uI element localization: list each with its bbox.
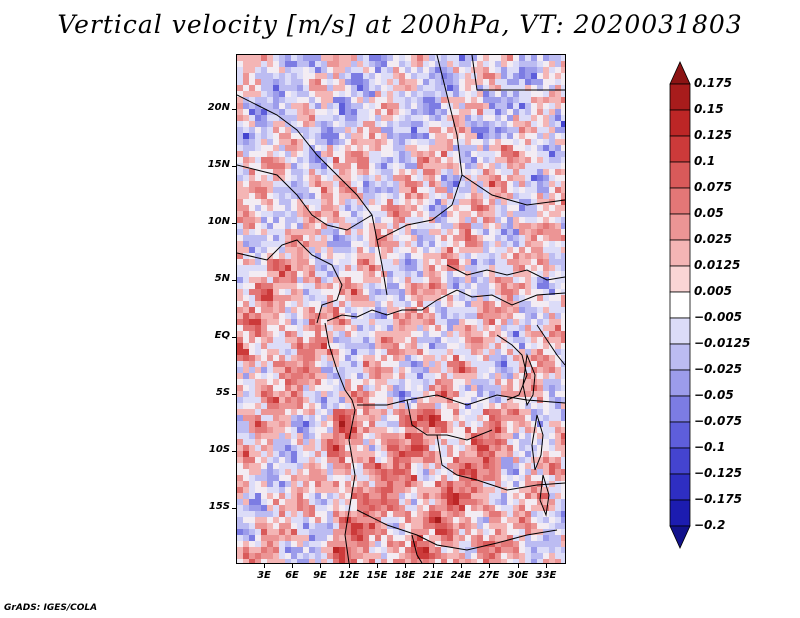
chart-title: Vertical velocity [m/s] at 200hPa, VT: 2… xyxy=(57,10,743,39)
colorbar-segment xyxy=(669,499,691,527)
country-border xyxy=(237,239,343,324)
lat-tick xyxy=(232,394,236,395)
lon-tick xyxy=(433,564,434,568)
colorbar-label: −0.05 xyxy=(694,388,734,402)
lake-outline xyxy=(522,353,536,407)
country-border xyxy=(536,324,565,366)
country-border xyxy=(471,55,565,91)
lat-tick-label: 20N xyxy=(207,102,230,113)
colorbar-label: 0.05 xyxy=(694,206,724,220)
colorbar-segment xyxy=(669,239,691,267)
lon-tick-label: 3E xyxy=(257,570,271,581)
lat-tick xyxy=(232,508,236,509)
lake-outline xyxy=(531,414,544,471)
lon-tick-label: 15E xyxy=(366,570,388,581)
lat-tick xyxy=(232,109,236,110)
colorbar-label: −0.1 xyxy=(694,440,726,454)
lon-tick xyxy=(349,564,350,568)
colorbar-label: 0.075 xyxy=(694,180,732,194)
colorbar-label: −0.075 xyxy=(694,414,743,428)
colorbar-label: 0.175 xyxy=(694,76,732,90)
country-border xyxy=(436,434,565,491)
colorbar-segment xyxy=(669,447,691,475)
lon-tick xyxy=(546,564,547,568)
colorbar-label: −0.005 xyxy=(694,310,743,324)
colorbar-label: 0.125 xyxy=(694,128,732,142)
country-border xyxy=(344,409,356,563)
colorbar-label: 0.1 xyxy=(694,154,716,168)
lon-tick-label: 24E xyxy=(450,570,472,581)
colorbar-label: −0.175 xyxy=(694,492,743,506)
lon-tick xyxy=(264,564,265,568)
lon-tick-label: 27E xyxy=(478,570,500,581)
lat-tick-label: 10N xyxy=(207,216,230,227)
country-border xyxy=(237,164,373,231)
lat-tick xyxy=(232,223,236,224)
country-border xyxy=(237,94,388,296)
lon-tick xyxy=(377,564,378,568)
lon-tick xyxy=(292,564,293,568)
colorbar-segment xyxy=(669,525,691,549)
lat-tick xyxy=(232,280,236,281)
lon-tick xyxy=(518,564,519,568)
colorbar-segment xyxy=(669,291,691,319)
lon-tick xyxy=(461,564,462,568)
lat-tick-label: 15S xyxy=(208,501,230,512)
colorbar-segment xyxy=(669,187,691,215)
lon-tick-label: 30E xyxy=(507,570,529,581)
map-panel xyxy=(236,54,566,564)
lon-tick-label: 12E xyxy=(338,570,360,581)
country-border xyxy=(411,534,423,563)
country-border xyxy=(326,289,565,322)
lat-tick-label: 5S xyxy=(215,387,230,398)
colorbar-segment xyxy=(669,61,691,85)
country-border xyxy=(446,264,565,281)
colorbar-label: 0.025 xyxy=(694,232,732,246)
grads-credit: GrADS: IGES/COLA xyxy=(4,603,98,613)
lake-outline xyxy=(539,474,550,517)
lon-tick-label: 6E xyxy=(285,570,299,581)
colorbar-label: −0.0125 xyxy=(694,336,751,350)
lat-tick-label: 10S xyxy=(208,444,230,455)
colorbar-segment xyxy=(669,395,691,423)
colorbar-label: 0.005 xyxy=(694,284,732,298)
lat-tick-label: 15N xyxy=(207,159,230,170)
country-border xyxy=(356,509,558,551)
lon-tick-label: 33E xyxy=(535,570,557,581)
colorbar-label: 0.0125 xyxy=(694,258,741,272)
lon-tick-label: 21E xyxy=(422,570,444,581)
colorbar-label: −0.125 xyxy=(694,466,743,480)
colorbar-segment xyxy=(669,421,691,449)
lat-tick-label: 5N xyxy=(214,273,230,284)
colorbar-segment xyxy=(669,317,691,345)
colorbar-segment xyxy=(669,213,691,241)
colorbar-segment xyxy=(669,135,691,163)
lat-tick-label: EQ xyxy=(214,330,230,341)
country-border xyxy=(376,55,463,241)
lat-tick xyxy=(232,166,236,167)
colorbar-segment xyxy=(669,109,691,137)
colorbar-label: −0.2 xyxy=(694,518,726,532)
colorbar-segment xyxy=(669,369,691,397)
lon-tick-label: 18E xyxy=(394,570,416,581)
colorbar xyxy=(669,61,691,549)
colorbar-segment xyxy=(669,161,691,189)
country-border xyxy=(357,394,565,406)
country-border xyxy=(324,322,356,411)
colorbar-label: 0.15 xyxy=(694,102,724,116)
vertical-velocity-field xyxy=(237,55,565,563)
lon-tick-label: 9E xyxy=(313,570,327,581)
colorbar-segment xyxy=(669,265,691,293)
lon-tick xyxy=(405,564,406,568)
colorbar-label: −0.025 xyxy=(694,362,743,376)
lon-tick xyxy=(489,564,490,568)
lat-tick xyxy=(232,337,236,338)
country-border xyxy=(496,334,528,401)
colorbar-segment xyxy=(669,83,691,111)
lon-tick xyxy=(320,564,321,568)
lat-tick xyxy=(232,451,236,452)
country-border xyxy=(461,174,565,206)
colorbar-segment xyxy=(669,343,691,371)
colorbar-segment xyxy=(669,473,691,501)
